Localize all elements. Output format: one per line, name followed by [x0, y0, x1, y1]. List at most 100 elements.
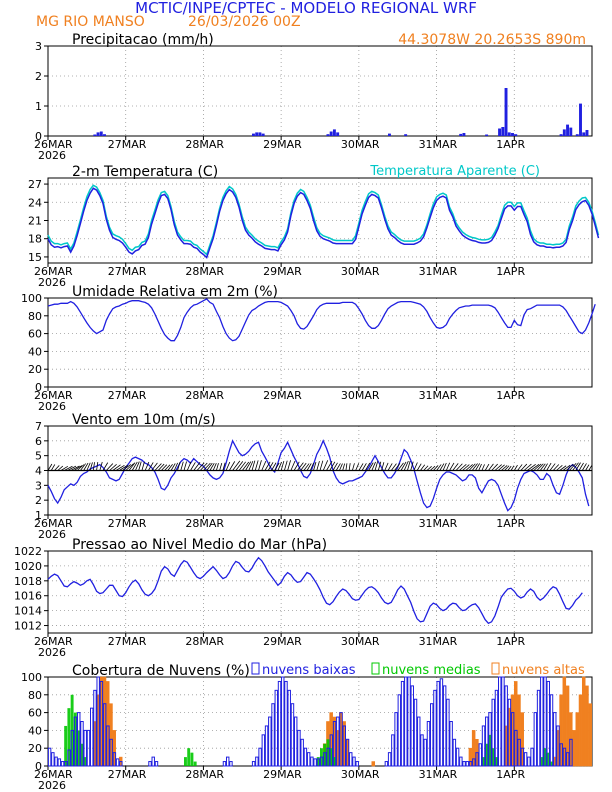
medium-cloud-bar	[83, 757, 87, 766]
x-tick-label: 30MAR	[341, 768, 380, 781]
wind-arrow	[73, 465, 83, 471]
wind-arrow	[468, 463, 476, 471]
low-cloud-bar	[514, 729, 518, 767]
wind-arrow	[303, 463, 310, 471]
wind-arrow	[222, 462, 226, 471]
wind-arrow	[141, 461, 145, 471]
wind-arrow	[64, 465, 73, 471]
wind-arrow	[520, 463, 528, 471]
low-cloud-bar	[397, 694, 402, 767]
wind-panel: 1 2 34 5 6 7 26MAR 27MAR 28MAR 29MAR 30MAR 31MAR 1AP…	[34, 412, 593, 541]
y-tick-label: 7	[35, 420, 42, 433]
wind-arrow	[76, 464, 85, 471]
wind-arrow	[335, 463, 341, 471]
wind-arrow	[345, 463, 348, 471]
x-tick-label: 31MAR	[419, 635, 458, 648]
medium-cloud-bar	[187, 748, 191, 766]
high-cloud-bar	[581, 676, 586, 767]
low-cloud-bar	[426, 721, 431, 767]
wind-arrow	[215, 463, 219, 471]
low-cloud-bar	[89, 707, 94, 767]
medium-cloud-bar	[184, 757, 187, 766]
medium-cloud-bar	[316, 757, 320, 766]
precip-bar	[562, 129, 566, 136]
year-label: 2026	[38, 779, 66, 792]
wind-arrow	[546, 462, 552, 471]
wind-arrow	[445, 462, 451, 471]
low-cloud-bar	[251, 761, 256, 767]
low-cloud-bar	[80, 721, 84, 767]
wind-arrow	[238, 461, 246, 471]
y-tick-label: 0	[35, 381, 42, 394]
panel-frame	[47, 297, 593, 388]
x-tick-label: 28MAR	[185, 389, 224, 402]
low-cloud-bar	[313, 758, 317, 767]
wind-arrow	[258, 460, 262, 471]
precip-bar	[255, 132, 259, 136]
low-cloud-bar	[102, 703, 107, 767]
wind-arrow	[287, 460, 291, 471]
wind-arrow	[539, 463, 546, 471]
wind-arrow	[57, 465, 64, 471]
wind-arrow	[332, 462, 338, 471]
x-tick-label: 30MAR	[341, 265, 380, 278]
temperature-line	[47, 187, 600, 259]
low-cloud-bar	[478, 743, 482, 767]
low-cloud-bar	[533, 712, 538, 767]
low-cloud-bar	[517, 738, 521, 767]
wind-arrow	[439, 463, 445, 471]
wind-arrow	[309, 462, 314, 471]
wind-arrow	[67, 465, 77, 471]
wind-arrow	[455, 463, 463, 471]
low-cloud-bar	[57, 758, 62, 767]
low-cloud-bar	[565, 752, 570, 767]
wind-arrow	[497, 464, 505, 471]
x-tick-label: 30MAR	[341, 635, 380, 648]
medium-cloud-bar	[326, 739, 330, 766]
low-cloud-bar	[442, 685, 447, 767]
medium-cloud-bar	[488, 734, 492, 766]
low-cloud-bar	[436, 680, 440, 767]
low-cloud-bar	[342, 725, 346, 767]
low-cloud-bar	[148, 761, 152, 767]
x-tick-label: 28MAR	[185, 635, 224, 648]
low-cloud-bar	[491, 698, 495, 767]
wind-arrow	[572, 462, 579, 471]
wind-arrow	[581, 463, 587, 471]
medium-cloud-bar	[481, 757, 485, 766]
low-cloud-bar	[355, 761, 359, 767]
low-cloud-bar	[352, 756, 356, 767]
x-tick-label: 26MAR	[34, 265, 73, 278]
low-cloud-bar	[504, 685, 508, 767]
wind-arrow	[112, 464, 121, 471]
low-cloud-bar	[70, 729, 74, 767]
wind-arrow	[504, 465, 510, 471]
low-cloud-bar	[119, 761, 123, 767]
x-tick-label: 27MAR	[108, 517, 147, 530]
y-tick-label: 3	[35, 40, 42, 53]
y-tick-label: 1022	[14, 545, 42, 558]
wind-arrow	[151, 462, 158, 471]
low-cloud-bar	[293, 716, 298, 767]
medium-cloud-bar	[543, 748, 547, 766]
wind-arrow	[183, 461, 187, 471]
low-cloud-bar	[420, 734, 424, 767]
wind-arrow	[83, 462, 89, 471]
wind-arrow	[377, 461, 382, 471]
medium-cloud-bar	[491, 748, 495, 766]
wind-arrow	[254, 460, 259, 471]
y-tick-label: 24	[28, 196, 42, 209]
low-cloud-bar	[459, 756, 463, 767]
wind-arrow	[102, 462, 109, 471]
year-label: 2026	[38, 149, 66, 162]
low-cloud-bar	[384, 761, 389, 767]
low-cloud-bar	[556, 725, 560, 767]
wind-arrow	[128, 462, 136, 471]
precip-bar	[585, 130, 589, 136]
wind-arrow	[465, 464, 473, 471]
low-cloud-bar	[290, 703, 295, 767]
low-cloud-bar	[73, 716, 78, 767]
x-tick-label: 1APR	[496, 517, 525, 530]
low-cloud-bar	[154, 761, 159, 767]
